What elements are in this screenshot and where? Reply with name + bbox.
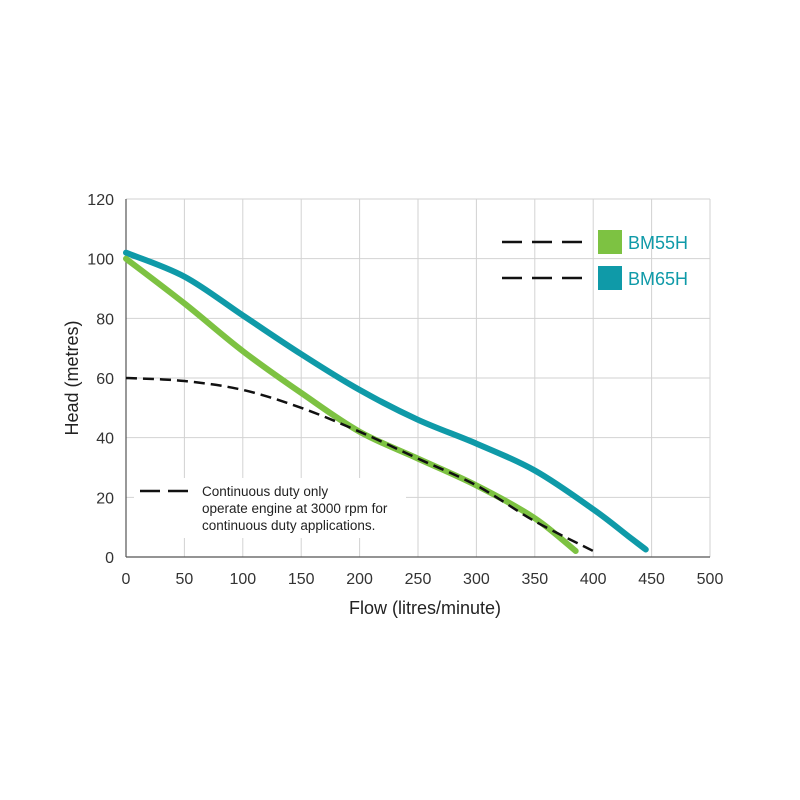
y-tick-label-4: 80 bbox=[96, 311, 114, 328]
note-background bbox=[134, 478, 406, 538]
legend-bm55h-swatch bbox=[598, 230, 622, 254]
legend: BM55H BM65H bbox=[502, 230, 688, 290]
y-tick-labels: 0 20 40 60 80 100 120 bbox=[87, 192, 114, 567]
chart-series bbox=[123, 249, 649, 554]
note-line-3: continuous duty applications. bbox=[202, 518, 375, 533]
x-tick-label-3: 150 bbox=[288, 571, 315, 588]
legend-bm55h-label: BM55H bbox=[628, 233, 688, 253]
y-tick-label-6: 120 bbox=[87, 192, 114, 209]
x-tick-label-8: 400 bbox=[580, 571, 607, 588]
y-tick-label-2: 40 bbox=[96, 431, 114, 448]
x-tick-label-5: 250 bbox=[405, 571, 432, 588]
x-tick-labels: 0 50 100 150 200 250 300 350 400 450 500 bbox=[122, 571, 724, 588]
y-tick-label-1: 20 bbox=[96, 490, 114, 507]
legend-bm65h-swatch bbox=[598, 266, 622, 290]
x-tick-label-9: 450 bbox=[638, 571, 665, 588]
x-tick-label-6: 300 bbox=[463, 571, 490, 588]
x-tick-label-1: 50 bbox=[176, 571, 194, 588]
y-tick-label-0: 0 bbox=[105, 550, 114, 567]
continuous-duty-note: Continuous duty only operate engine at 3… bbox=[134, 478, 406, 538]
series-line-bm65h bbox=[123, 249, 649, 553]
y-tick-label-3: 60 bbox=[96, 371, 114, 388]
note-line-1: Continuous duty only bbox=[202, 484, 328, 499]
y-tick-label-5: 100 bbox=[87, 252, 114, 269]
series-line-continuous-duty-only bbox=[125, 376, 594, 553]
x-axis-label: Flow (litres/minute) bbox=[349, 598, 501, 618]
x-tick-label-0: 0 bbox=[122, 571, 131, 588]
x-tick-label-4: 200 bbox=[346, 571, 373, 588]
x-tick-label-7: 350 bbox=[521, 571, 548, 588]
x-tick-label-10: 500 bbox=[697, 571, 724, 588]
legend-bm65h-label: BM65H bbox=[628, 269, 688, 289]
note-line-2: operate engine at 3000 rpm for bbox=[202, 501, 388, 516]
y-axis-label: Head (metres) bbox=[62, 320, 82, 435]
x-tick-label-2: 100 bbox=[229, 571, 256, 588]
